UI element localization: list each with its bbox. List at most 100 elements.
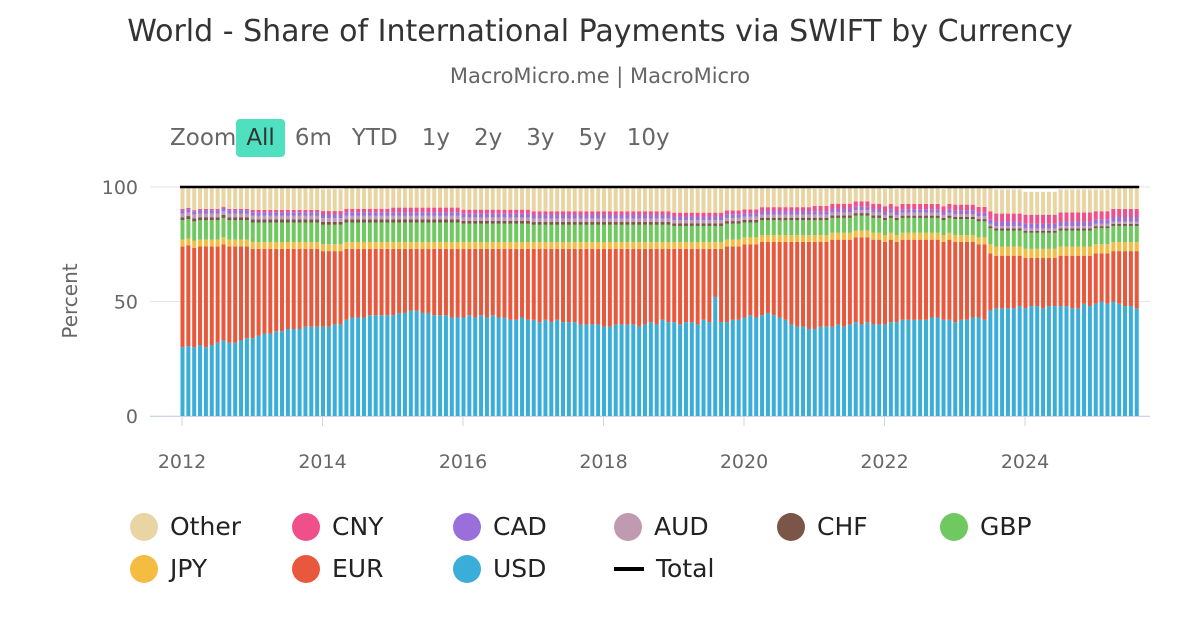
bar-aud xyxy=(285,215,290,220)
bar-chf xyxy=(373,219,378,223)
bar-other xyxy=(865,187,870,202)
bar-eur xyxy=(256,248,261,336)
bar-gbp xyxy=(953,219,958,236)
bar-aud xyxy=(1082,226,1087,229)
bar-cad xyxy=(976,212,981,217)
zoom-3y-button[interactable]: 3y xyxy=(526,125,555,151)
bar-cny xyxy=(830,203,835,209)
bar-usd xyxy=(1123,306,1128,416)
zoom-1y-button[interactable]: 1y xyxy=(421,125,450,151)
bar-cad xyxy=(391,212,396,216)
bar-jpy xyxy=(666,241,671,249)
bar-cad xyxy=(496,213,501,218)
legend-item-jpy[interactable]: JPY xyxy=(130,554,207,583)
bar-aud xyxy=(221,211,226,215)
bar-cny xyxy=(777,207,782,212)
legend-item-other[interactable]: Other xyxy=(130,512,241,541)
bar-aud xyxy=(818,214,823,218)
zoom-5y-button[interactable]: 5y xyxy=(578,125,607,151)
bar-jpy xyxy=(830,232,835,240)
bar-other xyxy=(303,188,308,210)
bar-cny xyxy=(642,211,647,215)
bar-gbp xyxy=(221,217,226,238)
bar-chf xyxy=(1058,228,1063,231)
bar-usd xyxy=(379,315,384,416)
bar-eur xyxy=(982,244,987,320)
bar-jpy xyxy=(596,241,601,249)
zoom-2y-button[interactable]: 2y xyxy=(473,125,503,151)
bar-usd xyxy=(361,317,366,416)
bar-jpy xyxy=(1017,246,1022,256)
bar-gbp xyxy=(631,224,636,242)
bar-gbp xyxy=(900,217,905,233)
bar-gbp xyxy=(438,222,443,242)
bar-eur xyxy=(789,241,794,325)
bar-eur xyxy=(1035,257,1040,307)
legend-item-cny[interactable]: CNY xyxy=(292,512,383,541)
zoom-all-button[interactable]: All xyxy=(236,119,285,157)
bar-gbp xyxy=(1087,230,1092,247)
bar-aud xyxy=(754,216,759,220)
bar-aud xyxy=(719,220,724,224)
bar-usd xyxy=(549,322,554,416)
bar-jpy xyxy=(707,241,712,249)
bar-gbp xyxy=(830,217,835,233)
legend-item-aud[interactable]: AUD xyxy=(614,512,709,541)
bar-other xyxy=(1099,189,1104,212)
bar-cad xyxy=(836,208,841,213)
bar-gbp xyxy=(818,220,823,236)
bar-cny xyxy=(976,206,981,213)
bar-jpy xyxy=(836,232,841,240)
legend-item-total[interactable]: Total xyxy=(614,554,714,583)
bar-aud xyxy=(964,214,969,217)
legend-item-eur[interactable]: EUR xyxy=(292,554,383,583)
bar-jpy xyxy=(1005,246,1010,256)
bar-eur xyxy=(361,248,366,318)
zoom-ytd-button[interactable]: YTD xyxy=(351,125,398,151)
bar-gbp xyxy=(291,222,296,242)
bar-cad xyxy=(514,213,519,218)
bar-usd xyxy=(818,326,823,416)
bar-aud xyxy=(321,218,325,222)
bar-cad xyxy=(988,219,993,224)
bar-jpy xyxy=(1105,244,1110,254)
bar-cad xyxy=(683,216,688,221)
bar-eur xyxy=(847,239,852,325)
zoom-6m-button[interactable]: 6m xyxy=(294,125,332,151)
bar-cny xyxy=(1052,214,1057,224)
bar-cad xyxy=(982,212,987,217)
bar-cad xyxy=(315,212,320,216)
bar-cad xyxy=(994,221,999,227)
legend-item-chf[interactable]: CHF xyxy=(777,512,868,541)
bar-cad xyxy=(1064,221,1069,227)
bar-jpy xyxy=(549,241,554,249)
bar-gbp xyxy=(906,217,911,233)
bar-chf xyxy=(941,217,946,221)
bar-aud xyxy=(619,218,624,223)
bar-aud xyxy=(203,213,208,218)
bar-usd xyxy=(420,312,425,416)
bar-eur xyxy=(209,246,214,346)
bar-usd xyxy=(221,340,226,416)
legend-item-gbp[interactable]: GBP xyxy=(940,512,1032,541)
bar-jpy xyxy=(397,241,402,249)
bar-chf xyxy=(789,217,794,221)
zoom-10y-button[interactable]: 10y xyxy=(626,125,670,151)
bar-other xyxy=(315,188,320,210)
circle-marker-icon xyxy=(453,554,481,583)
bar-cny xyxy=(742,209,747,214)
bar-usd xyxy=(385,315,390,416)
legend-item-usd[interactable]: USD xyxy=(453,554,546,583)
bar-gbp xyxy=(1017,230,1022,247)
bar-eur xyxy=(198,246,203,346)
bar-cad xyxy=(303,212,308,216)
bar-cny xyxy=(268,209,273,213)
bar-cny xyxy=(765,207,770,212)
bar-cny xyxy=(367,208,372,213)
bar-gbp xyxy=(590,224,595,242)
bar-cad xyxy=(707,216,712,221)
bar-other xyxy=(209,187,214,209)
bar-other xyxy=(760,187,765,208)
legend-item-cad[interactable]: CAD xyxy=(453,512,547,541)
